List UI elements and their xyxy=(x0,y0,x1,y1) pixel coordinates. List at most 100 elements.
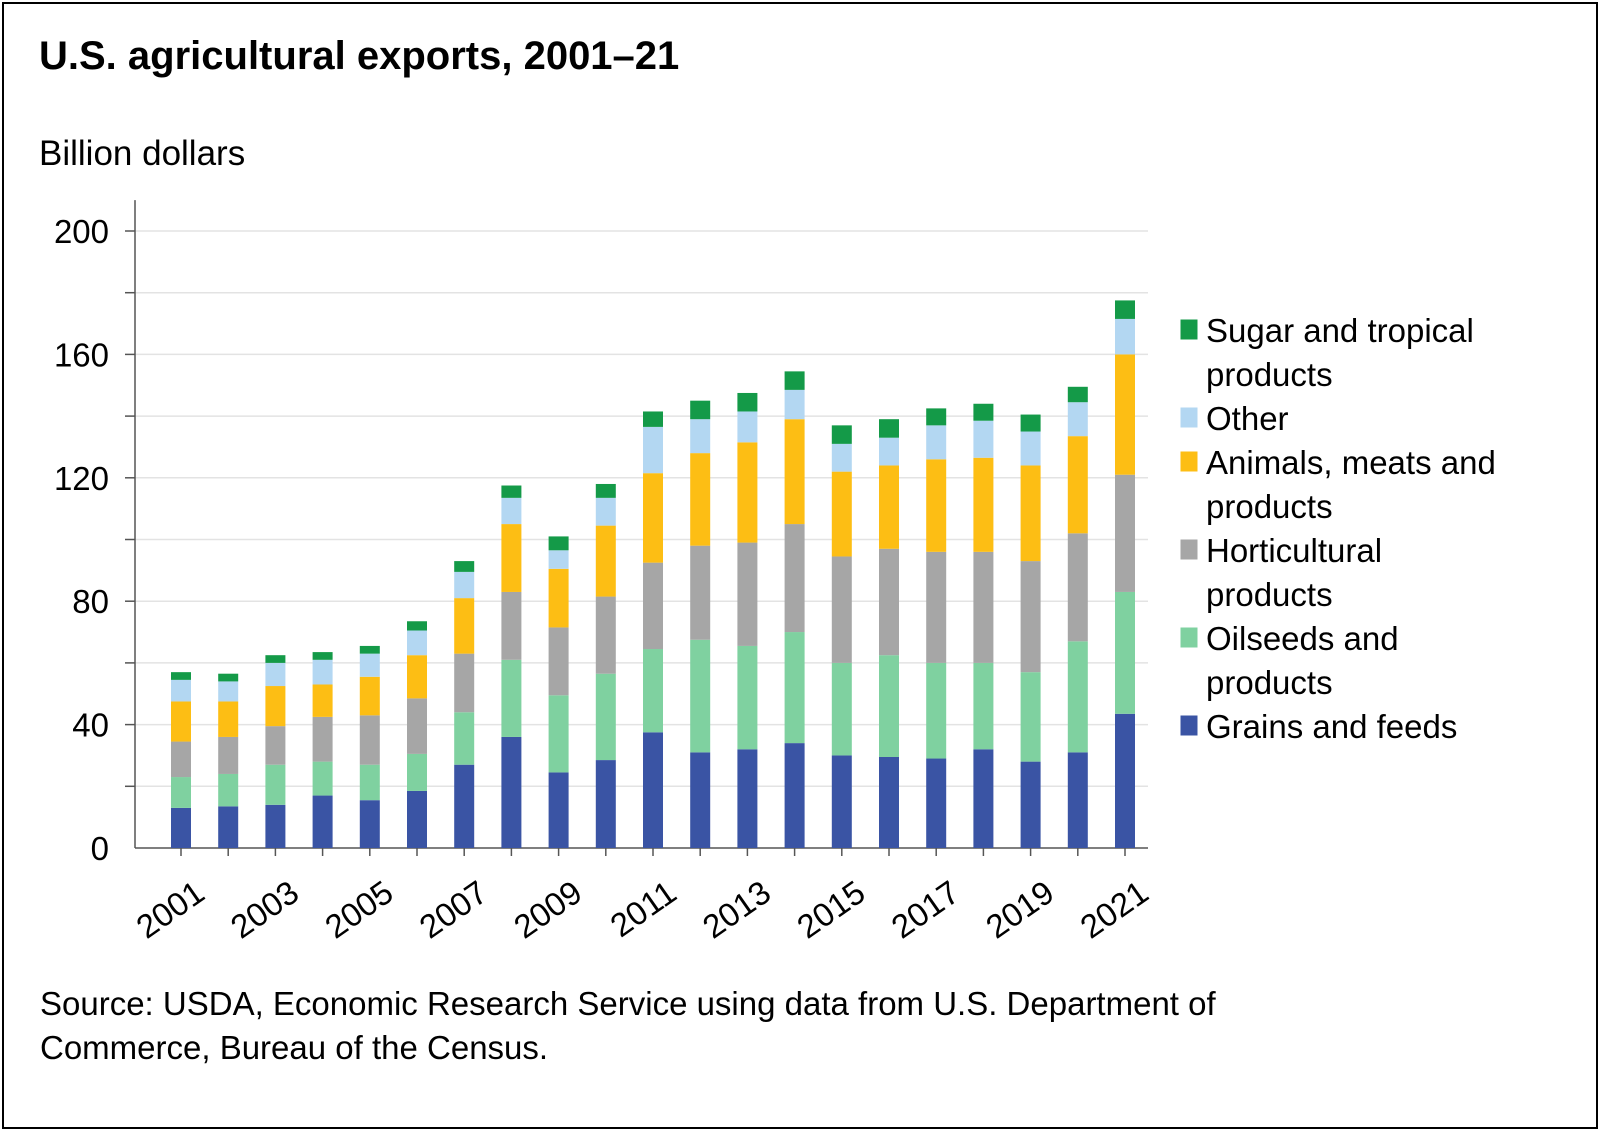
y-axis-unit-label: Billion dollars xyxy=(39,134,246,173)
legend-label: products xyxy=(1206,664,1333,701)
legend-swatch xyxy=(1179,450,1199,473)
bar-segment xyxy=(1020,431,1041,466)
bar-segment xyxy=(595,596,616,674)
bar-segment xyxy=(1067,533,1088,642)
bar-segment xyxy=(784,632,805,744)
y-tick-label: 0 xyxy=(91,830,109,867)
bar-segment xyxy=(265,764,286,805)
bar-segment xyxy=(218,806,239,848)
bar-segment xyxy=(595,525,616,597)
source-line-1: Source: USDA, Economic Research Service … xyxy=(40,985,1216,1022)
bar-segment xyxy=(454,571,475,599)
y-tick-label: 200 xyxy=(54,213,109,250)
bar-segment xyxy=(454,653,475,713)
source-note: Source: USDA, Economic Research Service … xyxy=(40,982,1540,1070)
bar-segment xyxy=(690,752,711,848)
x-tick-label: 2015 xyxy=(790,873,871,945)
chart-title: U.S. agricultural exports, 2001–21 xyxy=(39,34,680,78)
bar-segment xyxy=(1115,318,1135,355)
bar-segment xyxy=(973,662,994,750)
bar-segment xyxy=(784,743,805,848)
bar-segment xyxy=(1067,641,1088,753)
bar-segment xyxy=(1115,354,1135,475)
bar-segment xyxy=(312,659,333,685)
source-line-2: Commerce, Bureau of the Census. xyxy=(40,1029,549,1066)
x-tick-label: 2003 xyxy=(224,873,305,945)
bar-segment xyxy=(501,524,522,592)
bar-segment xyxy=(218,681,239,702)
legend-swatch xyxy=(1179,406,1199,429)
bar-segment xyxy=(973,420,994,458)
bar-segment xyxy=(879,419,899,438)
bar-segment xyxy=(548,550,569,569)
bar-segment xyxy=(359,653,380,677)
legend-label: products xyxy=(1206,488,1333,525)
bar-segment xyxy=(690,419,711,454)
x-tick-label: 2005 xyxy=(318,873,399,945)
bar-segment xyxy=(879,548,899,656)
bar-segment xyxy=(926,662,947,759)
bar-segment xyxy=(643,426,663,474)
bar-segment xyxy=(218,736,239,774)
bar-segment xyxy=(1115,713,1135,848)
bar-segment xyxy=(784,419,805,525)
bar-segment xyxy=(218,673,239,682)
bar-segment xyxy=(737,645,758,750)
bar-segment xyxy=(265,686,286,727)
bar-segment xyxy=(171,807,191,848)
bar-segment xyxy=(831,443,852,472)
bar-segment xyxy=(643,473,663,563)
bar-segment xyxy=(973,403,994,421)
y-tick-label: 120 xyxy=(54,460,109,497)
legend-label: Horticultural xyxy=(1206,532,1382,569)
legend-swatch xyxy=(1179,538,1199,561)
legend-label: Other xyxy=(1206,400,1289,437)
bar-segment xyxy=(831,471,852,557)
bar-segment xyxy=(1115,591,1135,714)
y-tick-label: 40 xyxy=(72,707,109,744)
bar-segment xyxy=(359,676,380,716)
y-tick-label: 160 xyxy=(54,336,109,373)
bar-segment xyxy=(595,673,616,761)
bar-segment xyxy=(1067,386,1088,403)
bar-segment xyxy=(926,758,947,848)
bar-segment xyxy=(265,655,286,663)
bar-segment xyxy=(1020,465,1041,562)
bar-segment xyxy=(548,568,569,628)
bar-segment xyxy=(784,524,805,633)
bar-segment xyxy=(407,753,427,791)
bar-segment xyxy=(1115,474,1135,592)
bar-segment xyxy=(784,389,805,420)
bar-segment xyxy=(737,749,758,848)
bar-segment xyxy=(265,804,286,848)
y-tick-label: 80 xyxy=(72,583,109,620)
bar-segment xyxy=(926,408,947,426)
bar-segment xyxy=(312,761,333,796)
bar-segment xyxy=(218,773,239,807)
bar-segment xyxy=(831,755,852,848)
x-tick-label: 2011 xyxy=(603,873,682,944)
bar-segment xyxy=(171,777,191,808)
bar-segment xyxy=(454,561,475,572)
x-tick-label: 2007 xyxy=(413,873,494,945)
bar-segment xyxy=(595,760,616,848)
bar-segment xyxy=(1020,672,1041,762)
bar-segment xyxy=(926,459,947,552)
bar-segment xyxy=(1067,436,1088,534)
bar-segment xyxy=(501,497,522,525)
bar-segment xyxy=(643,411,663,427)
legend-label: Oilseeds and xyxy=(1206,620,1399,657)
bar-segment xyxy=(690,639,711,753)
bar-segment xyxy=(1115,300,1135,319)
bar-segment xyxy=(690,545,711,640)
x-tick-label: 2009 xyxy=(507,873,588,945)
bar-segment xyxy=(265,662,286,687)
bar-segment xyxy=(454,598,475,654)
bar-segment xyxy=(407,698,427,754)
bar-segment xyxy=(359,800,380,848)
bar-segment xyxy=(879,437,899,466)
bar-segment xyxy=(407,630,427,656)
bar-segment xyxy=(454,764,475,848)
